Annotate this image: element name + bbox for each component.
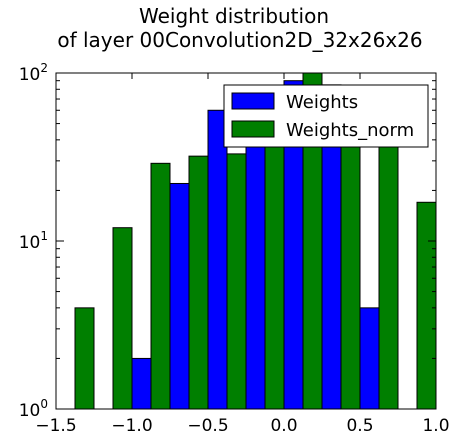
bar-weights-norm-8 xyxy=(378,109,399,410)
legend: Weights Weights_norm xyxy=(223,84,429,148)
bar-weights-4 xyxy=(207,109,228,410)
x-tick-label: −0.5 xyxy=(187,416,228,436)
axis-ticks: −1.5 −1.0 −0.5 0.0 0.5 1.0 100 101 102 xyxy=(19,61,450,436)
x-tick-label: −1.0 xyxy=(111,416,152,436)
x-tick-label: −1.5 xyxy=(35,416,76,436)
bar-weights-norm-0 xyxy=(74,307,95,410)
bar-weights-2 xyxy=(131,357,152,410)
chart-title-line-2: of layer 00Convolution2D_32x26x26 xyxy=(57,28,422,52)
x-tick-label: 0.5 xyxy=(346,416,373,436)
bar-weights-8 xyxy=(359,307,380,410)
bar-weights-norm-9 xyxy=(416,201,437,410)
bar-weights-norm-4 xyxy=(226,153,247,410)
legend-label-weights: Weights xyxy=(286,92,358,113)
y-tick-label: 102 xyxy=(19,61,48,85)
chart-title-line-1: Weight distribution xyxy=(139,4,329,28)
y-tick-label: 100 xyxy=(19,397,48,421)
x-tick-label: 0.0 xyxy=(270,416,297,436)
bars-group xyxy=(74,72,437,410)
bar-weights-3 xyxy=(169,182,190,410)
x-tick-label: 1.0 xyxy=(422,416,449,436)
legend-swatch-weights xyxy=(231,92,275,110)
y-tick-label: 101 xyxy=(19,229,48,253)
bar-weights-norm-1 xyxy=(112,227,133,410)
bar-weights-norm-2 xyxy=(150,162,171,410)
legend-label-weights-norm: Weights_norm xyxy=(286,120,414,141)
legend-swatch-weights-norm xyxy=(231,120,275,138)
bar-weights-norm-3 xyxy=(188,155,209,410)
